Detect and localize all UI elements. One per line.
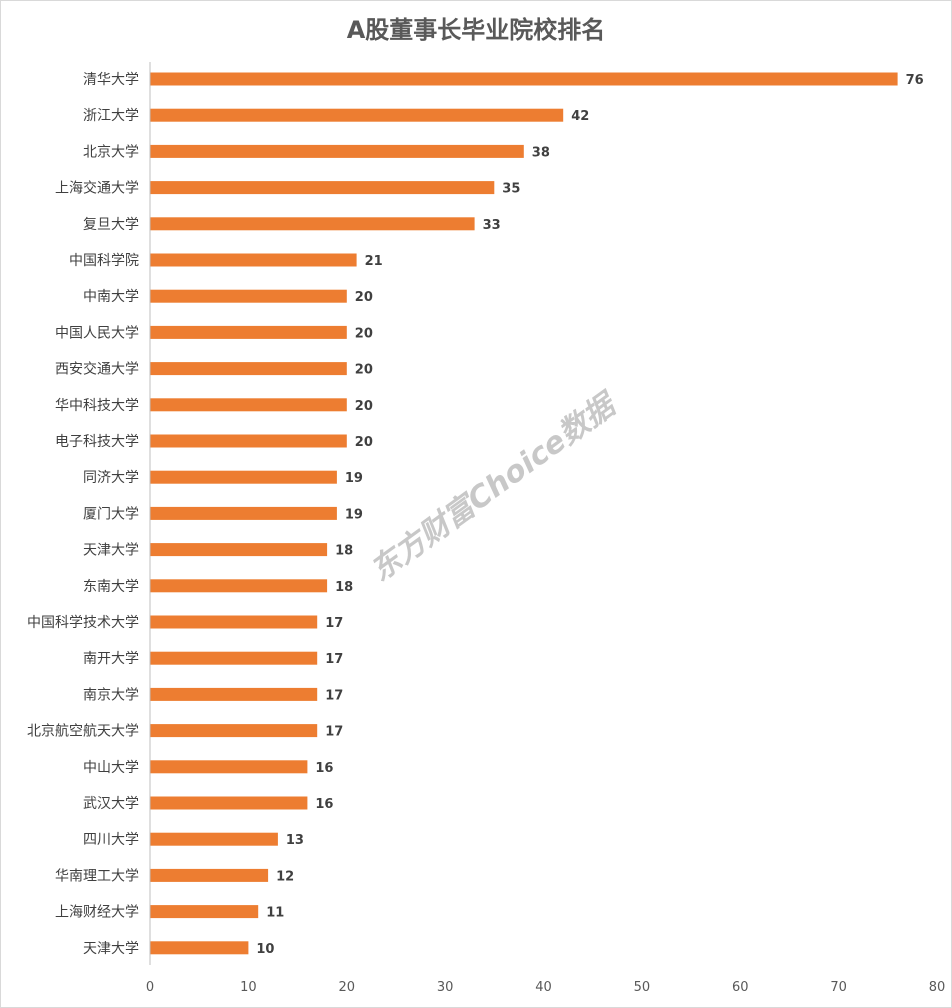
category-label: 南开大学 (83, 651, 139, 667)
data-label: 76 (906, 73, 924, 88)
bar (150, 760, 308, 774)
x-tick-label: 40 (535, 980, 552, 995)
bar (150, 506, 337, 520)
category-label: 复旦大学 (83, 216, 139, 233)
watermark-text: 东方财富Choice数据 (364, 385, 625, 588)
category-label: 中国科学技术大学 (27, 615, 139, 631)
data-label: 20 (355, 290, 373, 305)
data-label: 20 (355, 399, 373, 414)
data-label: 21 (365, 254, 383, 269)
bar (150, 434, 347, 448)
data-label: 17 (325, 652, 343, 667)
category-label: 东南大学 (83, 579, 139, 595)
bar (150, 796, 308, 810)
data-label: 33 (483, 218, 501, 233)
x-tick-label: 10 (240, 980, 257, 995)
bar (150, 941, 249, 955)
data-label: 19 (345, 471, 363, 486)
bar (150, 868, 269, 882)
data-label: 35 (502, 182, 520, 197)
data-label: 16 (315, 761, 333, 776)
x-tick-label: 50 (634, 980, 651, 995)
x-tick-label: 20 (339, 980, 356, 995)
bar (150, 108, 564, 122)
bar (150, 181, 495, 195)
bar (150, 724, 318, 738)
category-label: 天津大学 (83, 543, 139, 559)
data-label: 42 (571, 109, 589, 124)
x-tick-label: 80 (929, 980, 946, 995)
category-label: 中山大学 (83, 760, 139, 776)
bar (150, 289, 347, 303)
data-label: 17 (325, 725, 343, 740)
bar (150, 832, 278, 846)
category-label: 清华大学 (83, 72, 139, 88)
data-label: 13 (286, 833, 304, 848)
data-label: 10 (256, 942, 274, 957)
bar (150, 543, 328, 557)
category-label: 中南大学 (83, 289, 139, 305)
category-label: 南京大学 (83, 687, 139, 703)
category-label: 西安交通大学 (55, 361, 139, 378)
bar (150, 470, 337, 484)
category-label: 四川大学 (83, 832, 139, 848)
category-label: 天津大学 (83, 941, 139, 957)
bar (150, 362, 347, 376)
category-label: 厦门大学 (83, 506, 139, 522)
category-label: 同济大学 (83, 470, 139, 486)
x-tick-label: 60 (732, 980, 749, 995)
data-label: 12 (276, 869, 294, 884)
data-label: 20 (355, 363, 373, 378)
bar (150, 253, 357, 267)
category-label: 华南理工大学 (55, 868, 139, 884)
bar (150, 144, 524, 158)
data-label: 38 (532, 145, 550, 160)
category-label: 北京航空航天大学 (27, 724, 139, 740)
bar (150, 651, 318, 665)
x-tick-label: 0 (146, 980, 154, 995)
data-label: 17 (325, 688, 343, 703)
bar (150, 579, 328, 593)
data-label: 19 (345, 507, 363, 522)
bar (150, 325, 347, 339)
category-label: 中国科学院 (69, 253, 139, 269)
x-tick-label: 70 (830, 980, 847, 995)
category-label: 浙江大学 (83, 108, 139, 124)
data-label: 18 (335, 580, 353, 595)
category-label: 北京大学 (83, 144, 139, 160)
chart-title: A股董事长毕业院校排名 (346, 16, 606, 44)
category-label: 上海交通大学 (55, 180, 139, 197)
bar (150, 72, 898, 86)
data-label: 18 (335, 544, 353, 559)
data-label: 16 (315, 797, 333, 812)
bar (150, 905, 259, 919)
data-label: 11 (266, 906, 284, 921)
bar (150, 687, 318, 701)
bar (150, 615, 318, 629)
bar (150, 398, 347, 412)
category-label: 中国人民大学 (55, 325, 139, 341)
x-tick-label: 30 (437, 980, 454, 995)
category-label: 华中科技大学 (55, 398, 139, 414)
category-label: 武汉大学 (83, 796, 139, 812)
category-label: 上海财经大学 (55, 905, 139, 921)
data-label: 20 (355, 326, 373, 341)
data-label: 20 (355, 435, 373, 450)
data-label: 17 (325, 616, 343, 631)
category-label: 电子科技大学 (55, 434, 139, 450)
bar (150, 217, 475, 231)
